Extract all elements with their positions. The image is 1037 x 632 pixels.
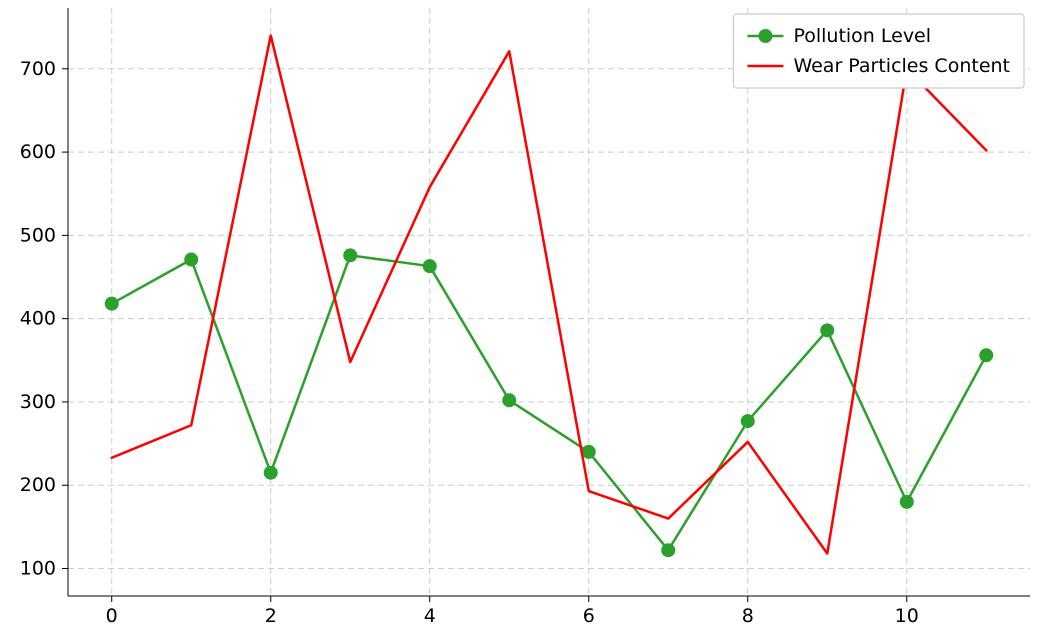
series-pollution-line bbox=[112, 255, 987, 550]
x-ticks: 0 2 4 6 8 10 bbox=[106, 596, 919, 627]
series-pollution-marker bbox=[343, 248, 357, 262]
legend-swatch-marker bbox=[758, 29, 772, 43]
series-pollution-marker bbox=[900, 495, 914, 509]
grid bbox=[68, 8, 1030, 596]
legend: Pollution Level Wear Particles Content bbox=[733, 14, 1024, 88]
x-tick-label: 0 bbox=[106, 605, 118, 627]
x-tick-label: 4 bbox=[424, 605, 436, 627]
series-pollution-marker bbox=[820, 323, 834, 337]
y-tick-label: 200 bbox=[20, 474, 56, 496]
y-tick-label: 400 bbox=[20, 308, 56, 330]
series-pollution-marker bbox=[502, 393, 516, 407]
x-tick-label: 6 bbox=[583, 605, 595, 627]
series-pollution-marker bbox=[264, 466, 278, 480]
series-pollution-marker bbox=[741, 414, 755, 428]
y-tick-label: 500 bbox=[20, 224, 56, 246]
series-pollution-marker bbox=[979, 348, 993, 362]
series-wear-line bbox=[112, 35, 987, 553]
y-tick-label: 600 bbox=[20, 141, 56, 163]
y-ticks: 100 200 300 400 500 600 700 bbox=[20, 58, 68, 580]
y-tick-label: 100 bbox=[20, 558, 56, 580]
series-wear bbox=[112, 35, 987, 553]
series-pollution-marker bbox=[105, 297, 119, 311]
x-tick-label: 2 bbox=[265, 605, 277, 627]
line-chart: 0 2 4 6 8 10 100 200 300 400 500 600 700 Pollution Le… bbox=[0, 0, 1037, 632]
series-pollution bbox=[105, 248, 994, 557]
y-tick-label: 300 bbox=[20, 391, 56, 413]
series-pollution-marker bbox=[661, 543, 675, 557]
legend-label: Pollution Level bbox=[793, 25, 931, 47]
y-tick-label: 700 bbox=[20, 58, 56, 80]
series-pollution-marker bbox=[582, 445, 596, 459]
legend-label: Wear Particles Content bbox=[793, 55, 1010, 77]
x-tick-label: 8 bbox=[742, 605, 754, 627]
x-tick-label: 10 bbox=[895, 605, 919, 627]
series-pollution-marker bbox=[423, 259, 437, 273]
series-pollution-marker bbox=[184, 253, 198, 267]
